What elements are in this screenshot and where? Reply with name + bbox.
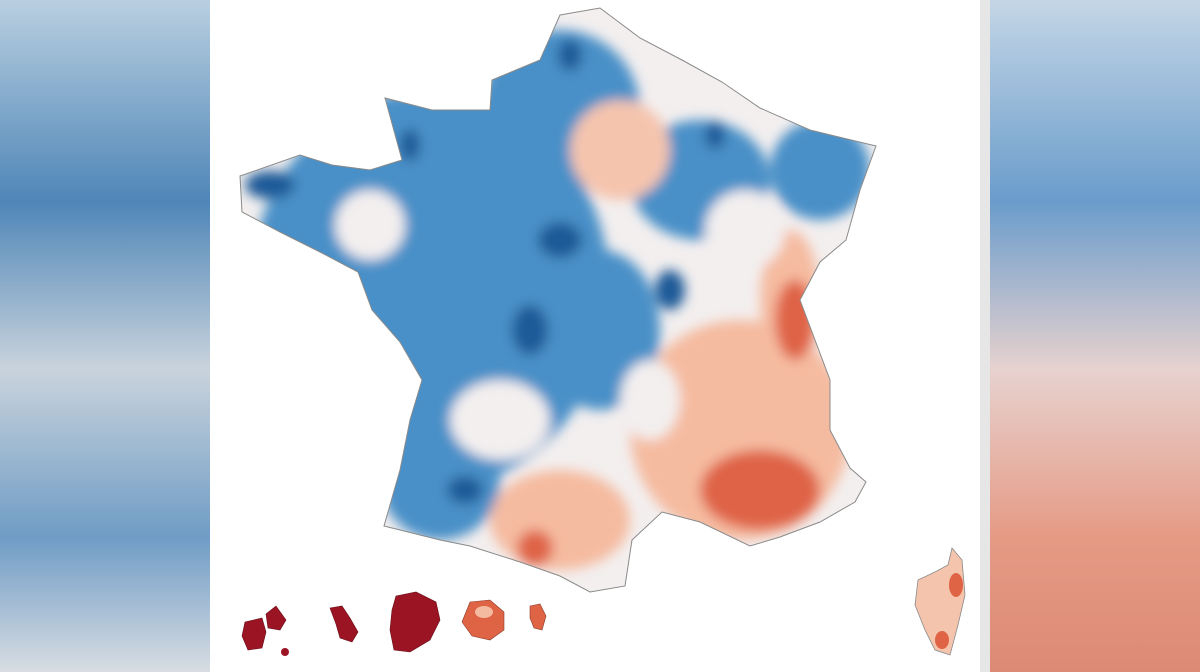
region-neutral (450, 380, 550, 460)
region-dark-blue (705, 121, 725, 149)
region-neutral (705, 190, 785, 270)
corsica (914, 547, 966, 656)
background-right (990, 0, 1200, 672)
region-red (700, 450, 820, 530)
region-blue (770, 120, 870, 220)
region-dark-blue (538, 222, 582, 258)
region-dark-blue (655, 270, 685, 310)
region-dark-blue (400, 129, 420, 161)
region-neutral (620, 360, 680, 440)
region-blue (540, 250, 660, 410)
background-left (0, 0, 210, 672)
region-red (517, 530, 553, 566)
region-neutral (335, 190, 405, 260)
region-peach (570, 100, 670, 200)
region-dark-blue (512, 305, 548, 355)
region-dark-blue (245, 171, 295, 199)
panel-border (980, 0, 990, 672)
reunion (461, 599, 505, 641)
overseas-territories (241, 591, 547, 656)
guyane (389, 591, 441, 653)
guadeloupe (241, 605, 287, 651)
region-peach (490, 470, 630, 570)
mayotte (529, 603, 547, 631)
region-dark-blue (558, 39, 582, 71)
region-dark-blue (447, 476, 483, 504)
guadeloupe-island (281, 648, 289, 656)
reunion-part (475, 606, 493, 618)
martinique (329, 605, 359, 643)
